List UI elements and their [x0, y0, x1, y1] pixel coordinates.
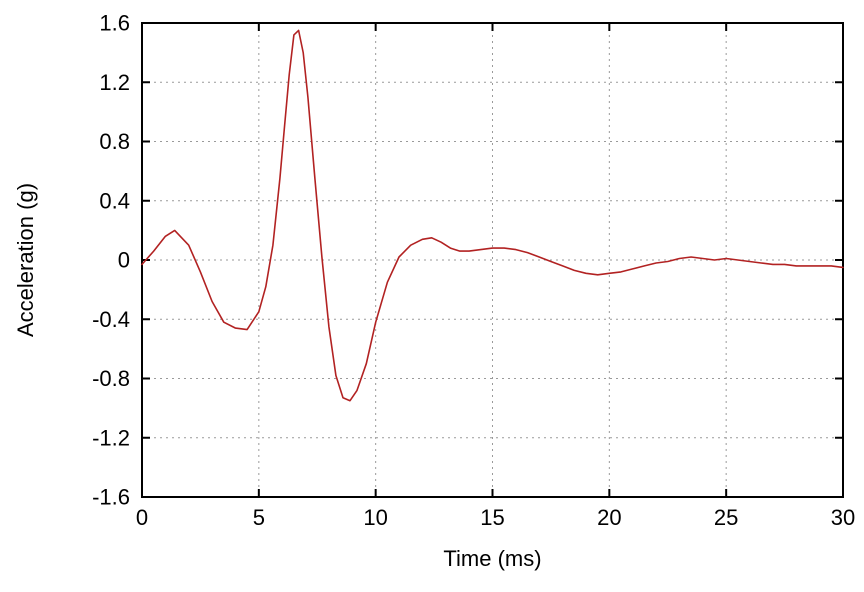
x-tick-label: 15: [480, 505, 504, 530]
x-tick-label: 0: [136, 505, 148, 530]
x-tick-label: 20: [597, 505, 621, 530]
x-tick-label: 30: [831, 505, 855, 530]
y-tick-label: 1.6: [99, 11, 130, 36]
y-axis-label: Acceleration (g): [13, 182, 38, 338]
y-tick-label: 0.4: [99, 188, 130, 213]
y-tick-label: 1.2: [99, 70, 130, 95]
y-tick-label: 0: [118, 248, 130, 273]
x-tick-label: 25: [714, 505, 738, 530]
y-tick-label: -1.2: [92, 425, 130, 450]
y-tick-label: 0.8: [99, 129, 130, 154]
data-line-acceleration: [141, 29, 844, 402]
y-tick-label: -0.4: [92, 307, 130, 332]
y-tick-label: -0.8: [92, 366, 130, 391]
x-tick-label: 10: [363, 505, 387, 530]
y-tick-label: -1.6: [92, 485, 130, 510]
x-tick-label: 5: [253, 505, 265, 530]
x-axis-label: Time (ms): [443, 546, 542, 571]
